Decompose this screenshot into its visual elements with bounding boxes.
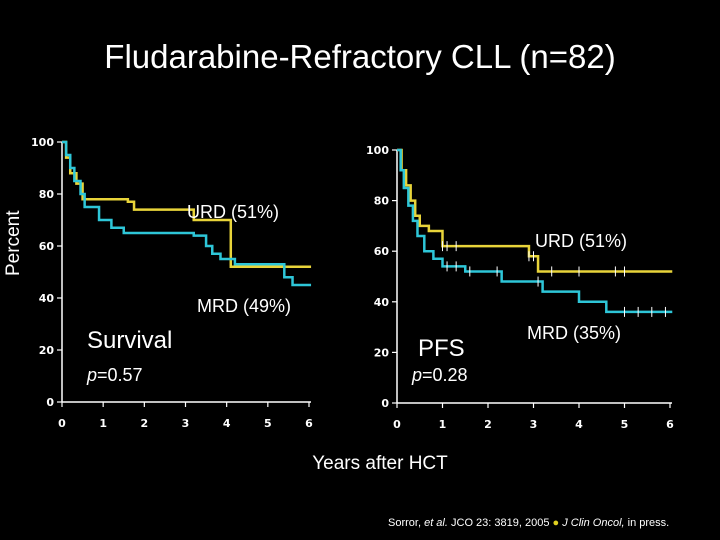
pfs-urd-label: URD (51%) [535, 231, 628, 251]
survival-y-tick-label: 80 [39, 188, 55, 201]
pfs-x-tick-label: 6 [666, 418, 674, 431]
survival-y-tick-label: 20 [39, 344, 55, 357]
pfs-x-tick-label: 1 [439, 418, 447, 431]
survival-mrd-curve [62, 140, 312, 287]
pfs-x-tick-label: 0 [393, 418, 401, 431]
citation: Sorror, et al. JCO 23: 3819, 2005 ● J Cl… [388, 517, 670, 529]
survival-x-tick-label: 0 [58, 417, 66, 430]
x-axis-title: Years after HCT [312, 453, 448, 474]
pfs-y-tick-label: 80 [374, 195, 390, 208]
survival-x-tick-label: 5 [264, 417, 272, 430]
survival-x-tick-label: 4 [223, 417, 231, 430]
pfs-urd-curve [397, 148, 673, 273]
survival-mrd-label: MRD (49%) [197, 296, 292, 316]
pfs-mrd-label: MRD (35%) [527, 323, 622, 343]
pfs-y-tick-label: 20 [374, 346, 390, 359]
survival-x-tick-label: 1 [99, 417, 107, 430]
pfs-y-tick-label: 100 [366, 144, 389, 157]
pfs-mrd-curve [397, 148, 673, 314]
pfs-y-tick-label: 60 [374, 245, 390, 258]
survival-x-tick-label: 6 [305, 417, 313, 430]
pfs-x-tick-label: 2 [484, 418, 492, 431]
pfs-x-tick-label: 5 [621, 418, 629, 431]
pfs-panel: 0 20 40 60 80 100 0 1 2 3 4 5 6 [366, 144, 674, 431]
pfs-p-value: p=0.28 [412, 365, 468, 385]
survival-x-tick-label: 2 [141, 417, 149, 430]
survival-y-tick-label: 0 [46, 396, 54, 409]
pfs-panel-label: PFS [418, 335, 465, 362]
bullet-icon: ● [552, 517, 560, 529]
survival-x-tick-label: 3 [182, 417, 190, 430]
survival-y-tick-label: 40 [39, 292, 55, 305]
survival-y-tick-label: 100 [31, 136, 54, 149]
slide-title: Fludarabine-Refractory CLL (n=82) [104, 38, 616, 75]
survival-urd-label: URD (51%) [187, 202, 280, 222]
survival-panel: 0 20 40 60 80 100 0 1 2 3 4 5 6 [31, 136, 313, 430]
pfs-y-tick-label: 40 [374, 296, 390, 309]
survival-panel-label: Survival [87, 327, 173, 354]
survival-y-tick-label: 60 [39, 240, 55, 253]
pfs-x-tick-label: 3 [530, 418, 538, 431]
survival-p-value: p=0.57 [87, 365, 143, 385]
pfs-y-tick-label: 0 [381, 397, 389, 410]
pfs-x-tick-label: 4 [575, 418, 583, 431]
